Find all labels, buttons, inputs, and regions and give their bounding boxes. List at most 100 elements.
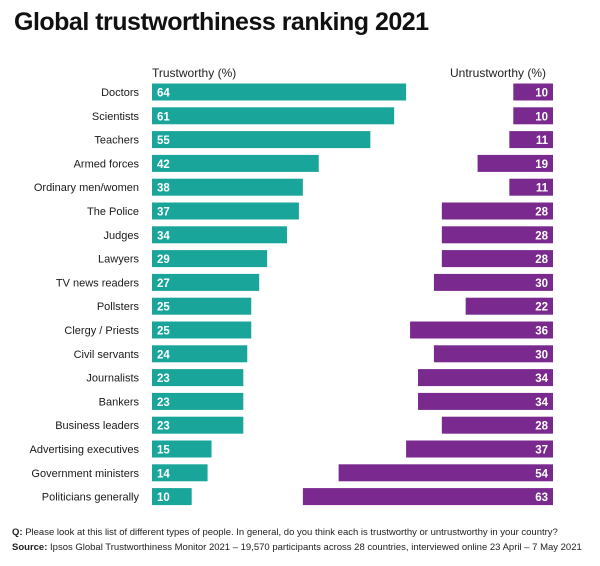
untrust-bar-scientists: [513, 107, 553, 125]
untrust-bar-ordinary-men-women: [509, 178, 553, 196]
trust-value-bankers: 23: [157, 397, 170, 409]
trust-bar-journalists: [152, 369, 244, 387]
trust-value-business-leaders: 23: [157, 421, 170, 433]
source-note: Source: Ipsos Global Trustworthiness Mon…: [12, 542, 582, 553]
category-label-clergy-priests: Clergy / Priests: [64, 325, 139, 337]
question-note: Q: Please look at this list of different…: [12, 527, 558, 538]
trust-bar-doctors: [152, 83, 407, 101]
untrust-bar-journalists: [418, 369, 553, 387]
category-label-bankers: Bankers: [99, 396, 140, 408]
trust-value-civil-servants: 24: [157, 349, 170, 361]
untrust-bar-the-police: [441, 202, 553, 220]
trust-bar-pollsters: [152, 297, 252, 315]
category-label-judges: Judges: [104, 230, 140, 242]
untrust-value-clergy-priests: 36: [535, 326, 548, 338]
untrust-bar-doctors: [513, 83, 553, 101]
trust-bar-government-ministers: [152, 464, 208, 482]
category-label-advertising-executives: Advertising executives: [30, 444, 140, 456]
untrust-value-tv-news-readers: 30: [535, 278, 548, 290]
category-label-business-leaders: Business leaders: [55, 420, 139, 432]
category-label-teachers: Teachers: [94, 135, 139, 147]
untrust-bar-teachers: [509, 131, 553, 149]
untrustworthy-header: Untrustworthy (%): [450, 66, 547, 80]
untrust-value-judges: 28: [535, 230, 548, 242]
trust-bar-civil-servants: [152, 345, 248, 363]
source-label: Source:: [12, 542, 48, 553]
trust-bar-tv-news-readers: [152, 273, 260, 291]
trust-bar-clergy-priests: [152, 321, 252, 339]
trust-bar-politicians-generally: [152, 488, 192, 506]
untrust-value-armed-forces: 19: [535, 159, 548, 171]
trust-value-journalists: 23: [157, 373, 170, 385]
question-label: Q:: [12, 527, 23, 538]
trust-bar-advertising-executives: [152, 440, 212, 458]
untrust-value-advertising-executives: 37: [535, 445, 548, 457]
category-label-lawyers: Lawyers: [98, 254, 139, 266]
untrust-bar-judges: [441, 226, 553, 244]
source-text: Ipsos Global Trustworthiness Monitor 202…: [50, 542, 582, 553]
trust-bar-scientists: [152, 107, 395, 125]
untrust-value-scientists: 10: [535, 111, 548, 123]
trust-bar-the-police: [152, 202, 299, 220]
untrust-value-teachers: 11: [536, 135, 549, 147]
trust-bar-judges: [152, 226, 287, 244]
trust-value-politicians-generally: 10: [157, 492, 170, 504]
untrust-bar-pollsters: [465, 297, 553, 315]
untrust-bar-bankers: [418, 392, 553, 410]
trust-value-scientists: 61: [157, 111, 170, 123]
untrust-value-pollsters: 22: [535, 302, 548, 314]
trust-ranking-chart: Doctors 64 10 Scientists 61 10 Teachers 55 11 Arm…: [30, 83, 553, 506]
question-text: Please look at this list of different ty…: [25, 527, 558, 538]
trust-bar-teachers: [152, 131, 371, 149]
untrust-bar-business-leaders: [441, 416, 553, 434]
untrust-bar-armed-forces: [477, 154, 553, 172]
trust-bar-lawyers: [152, 250, 268, 268]
category-label-the-police: The Police: [87, 206, 139, 218]
category-label-ordinary-men-women: Ordinary men/women: [34, 182, 139, 194]
untrust-value-doctors: 10: [535, 88, 548, 100]
category-label-scientists: Scientists: [92, 111, 140, 123]
category-label-politicians-generally: Politicians generally: [42, 492, 140, 504]
untrust-value-politicians-generally: 63: [535, 492, 548, 504]
trust-value-government-ministers: 14: [157, 468, 170, 480]
untrust-bar-clergy-priests: [410, 321, 553, 339]
untrust-value-civil-servants: 30: [535, 349, 548, 361]
trust-bar-ordinary-men-women: [152, 178, 303, 196]
category-label-tv-news-readers: TV news readers: [56, 277, 140, 289]
category-label-pollsters: Pollsters: [97, 301, 140, 313]
untrust-value-government-ministers: 54: [535, 468, 548, 480]
category-label-government-ministers: Government ministers: [31, 468, 139, 480]
category-label-doctors: Doctors: [101, 87, 139, 99]
untrust-value-the-police: 28: [535, 207, 548, 219]
chart-title: Global trustworthiness ranking 2021: [14, 8, 429, 36]
trust-bar-armed-forces: [152, 154, 319, 172]
category-label-journalists: Journalists: [86, 373, 139, 385]
trust-value-tv-news-readers: 27: [157, 278, 170, 290]
category-label-armed-forces: Armed forces: [74, 158, 140, 170]
trust-value-lawyers: 29: [157, 254, 170, 266]
trust-value-pollsters: 25: [157, 302, 170, 314]
untrust-bar-politicians-generally: [302, 488, 553, 506]
untrust-value-ordinary-men-women: 11: [536, 183, 549, 195]
trust-value-armed-forces: 42: [157, 159, 170, 171]
untrust-bar-advertising-executives: [406, 440, 553, 458]
trustworthy-header: Trustworthy (%): [152, 66, 237, 80]
untrust-value-journalists: 34: [535, 373, 548, 385]
untrust-value-business-leaders: 28: [535, 421, 548, 433]
trust-value-clergy-priests: 25: [157, 326, 170, 338]
untrust-value-bankers: 34: [535, 397, 548, 409]
category-label-civil-servants: Civil servants: [74, 349, 140, 361]
trust-value-judges: 34: [157, 230, 170, 242]
trust-value-teachers: 55: [157, 135, 170, 147]
untrust-bar-government-ministers: [338, 464, 553, 482]
trust-value-the-police: 37: [157, 207, 170, 219]
untrust-bar-lawyers: [441, 250, 553, 268]
trust-value-doctors: 64: [157, 88, 170, 100]
untrust-bar-tv-news-readers: [433, 273, 553, 291]
trust-bar-bankers: [152, 392, 244, 410]
trust-value-advertising-executives: 15: [157, 445, 170, 457]
untrust-value-lawyers: 28: [535, 254, 548, 266]
trust-value-ordinary-men-women: 38: [157, 183, 170, 195]
untrust-bar-civil-servants: [433, 345, 553, 363]
trust-bar-business-leaders: [152, 416, 244, 434]
